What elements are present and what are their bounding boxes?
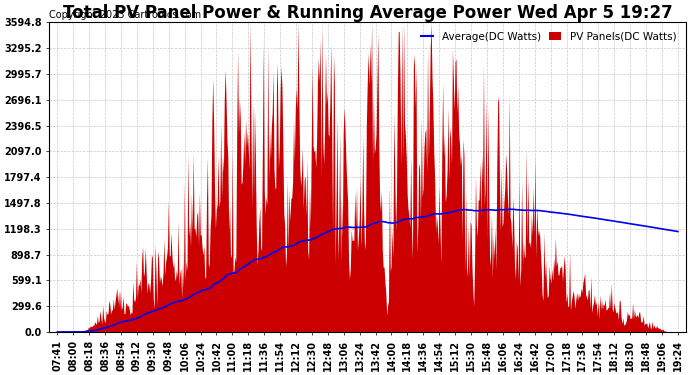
Legend: Average(DC Watts), PV Panels(DC Watts): Average(DC Watts), PV Panels(DC Watts) [417, 27, 680, 46]
Text: Copyright 2023 Cartronics.com: Copyright 2023 Cartronics.com [50, 10, 201, 20]
Title: Total PV Panel Power & Running Average Power Wed Apr 5 19:27: Total PV Panel Power & Running Average P… [63, 4, 673, 22]
